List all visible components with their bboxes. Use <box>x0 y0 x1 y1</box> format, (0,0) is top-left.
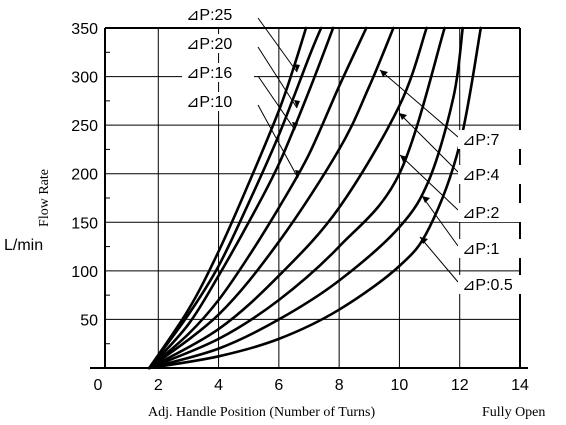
leader-line <box>257 46 298 109</box>
leader-line <box>257 104 299 179</box>
series-label: ⊿P:7 <box>462 132 500 149</box>
x-tick-label: 10 <box>391 377 409 394</box>
x-tick-label: 2 <box>154 377 163 394</box>
label-backdrop <box>182 92 254 111</box>
series-line-5 <box>147 26 428 370</box>
y-axis-label: Flow Rate <box>37 169 52 227</box>
series-label: ⊿P:2 <box>462 205 500 222</box>
x-tick-label: 14 <box>511 377 529 394</box>
leader-line <box>257 17 298 73</box>
leader-arrow <box>400 155 408 162</box>
y-tick-label: 150 <box>71 215 98 232</box>
leader-arrow <box>294 100 300 108</box>
y-tick-label: 300 <box>71 70 98 87</box>
x-tick-label: 0 <box>94 377 103 394</box>
label-backdrop <box>458 239 530 258</box>
y-tick-label: 200 <box>71 167 98 184</box>
leader-line <box>421 195 459 247</box>
label-backdrop <box>458 130 530 149</box>
series-line-2 <box>147 26 335 370</box>
x-tick-label: 12 <box>451 377 469 394</box>
leader-arrow <box>399 113 407 120</box>
series-label: ⊿P:1 <box>462 241 500 258</box>
series-label: ⊿P:4 <box>462 167 500 184</box>
grid-layer <box>90 27 528 369</box>
label-backdrop <box>458 203 530 222</box>
leader-line <box>257 75 296 131</box>
x-axis-label: Adj. Handle Position (Number of Turns) <box>148 405 375 420</box>
label-backdrop <box>182 63 254 82</box>
leader-line <box>379 69 459 138</box>
leader-arrow <box>292 122 298 130</box>
series-label: ⊿P:25 <box>186 7 232 24</box>
series-line-7 <box>147 26 464 370</box>
leader-arrow <box>380 70 388 77</box>
x-tick-label: 6 <box>274 377 283 394</box>
label-layer: ⊿P:25 ⊿P:20 ⊿P:16 ⊿P:10 ⊿P:7 ⊿P:4 ⊿P:2 ⊿P:1 ⊿P:0… <box>182 5 530 294</box>
leader-line <box>399 154 459 211</box>
series-label: ⊿P:0.5 <box>462 277 513 294</box>
y-tick-label: 100 <box>71 264 98 281</box>
x-tick-label: 8 <box>335 377 344 394</box>
y-tick-label: 50 <box>80 312 98 329</box>
leader-arrow <box>422 196 430 203</box>
curve-layer <box>147 26 483 370</box>
x-tick-label: 4 <box>214 377 223 394</box>
leader-layer <box>257 17 459 283</box>
series-label: ⊿P:20 <box>186 36 232 53</box>
label-backdrop <box>182 34 254 53</box>
label-backdrop <box>182 5 254 24</box>
label-backdrop <box>458 275 530 294</box>
x-axis-end-label: Fully Open <box>482 405 545 420</box>
tick-layer: 0 2 4 6 8 10 12 14 50 100 150 200 250 300 350 <box>71 21 529 394</box>
series-line-1 <box>147 26 323 370</box>
series-label: ⊿P:10 <box>186 94 232 111</box>
leader-arrow <box>420 237 428 244</box>
label-backdrop <box>458 165 530 184</box>
leader-line <box>398 112 459 173</box>
leader-line <box>419 236 459 283</box>
y-tick-label: 250 <box>71 118 98 135</box>
series-label: ⊿P:16 <box>186 65 232 82</box>
series-line-3 <box>147 26 368 370</box>
leader-arrow <box>295 170 301 178</box>
series-line-4 <box>147 26 395 370</box>
y-tick-label: 350 <box>71 21 98 38</box>
y-axis-unit: L/min <box>4 237 43 254</box>
leader-arrow <box>294 64 300 72</box>
